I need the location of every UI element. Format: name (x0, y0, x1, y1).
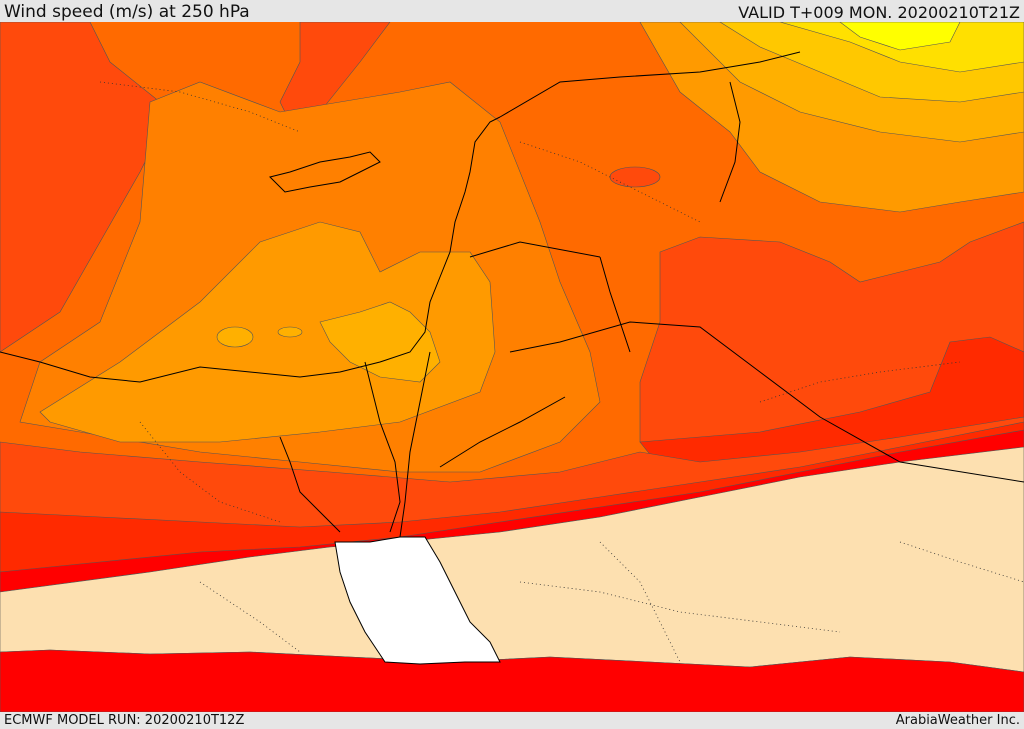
model-run-label: ECMWF MODEL RUN: 20200210T12Z (4, 713, 245, 728)
header-bar: Wind speed (m/s) at 250 hPa VALID T+009 … (0, 0, 1024, 22)
gold-core-small (216, 326, 254, 348)
amber-core (39, 221, 496, 443)
footer-bar: ECMWF MODEL RUN: 20200210T12Z ArabiaWeat… (0, 712, 1024, 729)
small-red-cell (609, 166, 661, 188)
far-south-red-jet (0, 649, 1024, 712)
valid-time: VALID T+009 MON. 20200210T21Z (738, 3, 1020, 22)
northeast-bright-yellow (839, 22, 961, 51)
map-title: Wind speed (m/s) at 250 hPa (4, 2, 250, 22)
wind-speed-map (0, 22, 1024, 712)
credit-label: ArabiaWeather Inc. (895, 713, 1020, 728)
coastlines (0, 51, 1024, 538)
country-borders-dotted (99, 81, 1024, 663)
gold-core (319, 301, 441, 383)
red-sea (334, 536, 501, 665)
gold-core-dot (277, 326, 303, 338)
